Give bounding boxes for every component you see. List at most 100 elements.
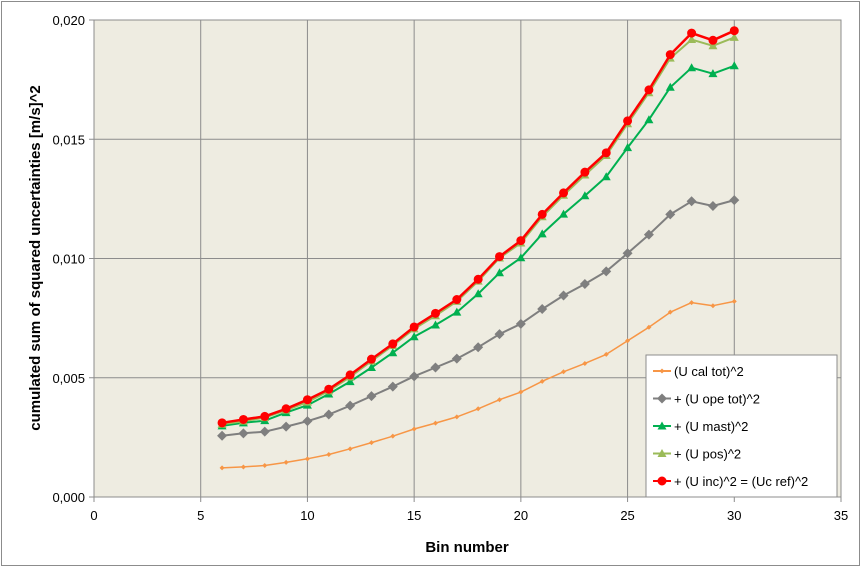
legend-marker — [657, 449, 667, 457]
data-point — [516, 253, 526, 262]
legend-entry: + (U inc)^2 = (Uc ref)^2 — [653, 474, 808, 489]
x-tick-label: 15 — [407, 508, 421, 523]
data-point — [603, 351, 609, 357]
legend-label: + (U mast)^2 — [674, 419, 748, 434]
data-point — [388, 348, 398, 357]
data-point — [451, 353, 462, 364]
legend-marker — [657, 476, 667, 486]
data-point — [623, 116, 633, 126]
data-point — [729, 26, 739, 36]
data-point — [644, 115, 654, 124]
data-point — [409, 332, 419, 341]
y-tick-label: 0,000 — [52, 490, 85, 505]
legend-label: + (U pos)^2 — [674, 447, 741, 462]
data-point — [689, 300, 695, 306]
data-point — [687, 28, 697, 38]
legend-label: + (U ope tot)^2 — [674, 392, 760, 407]
x-tick-label: 5 — [197, 508, 204, 523]
legend-entry: + (U ope tot)^2 — [653, 392, 760, 407]
data-point — [345, 377, 355, 386]
legend-marker — [659, 368, 665, 374]
data-point — [623, 143, 633, 152]
series-lines — [217, 26, 740, 471]
data-point — [390, 433, 396, 439]
data-point — [238, 428, 249, 439]
data-point — [219, 465, 225, 471]
data-point — [452, 307, 462, 316]
data-point — [518, 389, 524, 395]
x-tick-label: 30 — [727, 508, 741, 523]
y-tick-label: 0,010 — [52, 252, 85, 267]
data-point — [281, 404, 291, 414]
legend-label: + (U inc)^2 = (Uc ref)^2 — [674, 474, 808, 489]
legend-marker — [657, 421, 667, 430]
data-point — [432, 420, 438, 426]
data-point — [537, 209, 547, 219]
legend: (U cal tot)^2 + (U ope tot)^2 + (U mast)^2… — [645, 354, 838, 498]
data-point — [537, 229, 547, 238]
x-tick-label: 25 — [620, 508, 634, 523]
data-point — [708, 35, 718, 45]
data-point — [217, 430, 228, 441]
data-point — [345, 370, 355, 380]
data-point — [409, 322, 419, 332]
data-point — [515, 318, 526, 329]
data-point — [323, 409, 334, 420]
data-point — [387, 381, 398, 392]
x-tick-label: 10 — [300, 508, 314, 523]
data-point — [539, 378, 545, 384]
data-point — [665, 50, 675, 60]
data-point — [708, 41, 718, 50]
data-point — [558, 290, 569, 301]
data-point — [665, 82, 675, 91]
data-point — [646, 324, 652, 330]
data-point — [238, 414, 248, 424]
data-point — [388, 339, 398, 349]
y-tick-label: 0,020 — [52, 13, 85, 28]
data-point — [302, 395, 312, 405]
data-point — [430, 320, 440, 329]
legend-box — [645, 354, 838, 498]
data-point — [452, 295, 462, 305]
data-point — [494, 329, 505, 340]
data-point — [366, 354, 376, 364]
data-point — [217, 418, 227, 428]
data-point — [240, 464, 246, 470]
y-axis-title: cumulated sum of squared uncertainties [… — [27, 85, 44, 431]
data-point — [495, 252, 505, 262]
data-point — [345, 400, 356, 411]
data-point — [537, 304, 548, 315]
legend-label: (U cal tot)^2 — [674, 364, 744, 379]
data-point — [302, 416, 313, 427]
data-point — [262, 463, 268, 469]
data-point — [729, 32, 739, 41]
data-point — [430, 362, 441, 373]
data-point — [495, 268, 505, 277]
data-point — [710, 303, 716, 309]
data-point — [579, 279, 590, 290]
data-point — [729, 195, 740, 206]
y-tick-label: 0,015 — [52, 132, 85, 147]
data-point — [625, 338, 631, 344]
data-point — [324, 384, 334, 394]
data-point — [561, 369, 567, 375]
data-point — [304, 456, 310, 462]
tick-labels: 0 5 10 15 20 25 30 35 0,000 0,005 0,010 0,015 0,020 — [52, 13, 848, 523]
data-point — [707, 201, 718, 212]
data-point — [731, 298, 737, 304]
data-point — [580, 191, 590, 200]
data-point — [687, 35, 697, 44]
data-point — [368, 440, 374, 446]
data-point — [667, 309, 673, 315]
data-point — [260, 411, 270, 421]
legend-entry: + (U mast)^2 — [653, 419, 748, 434]
data-point — [347, 446, 353, 452]
y-tick-label: 0,005 — [52, 371, 85, 386]
data-point — [601, 266, 612, 277]
data-point — [559, 188, 569, 198]
data-point — [283, 459, 289, 465]
data-point — [497, 397, 503, 403]
x-tick-label: 35 — [834, 508, 848, 523]
data-point — [366, 391, 377, 402]
